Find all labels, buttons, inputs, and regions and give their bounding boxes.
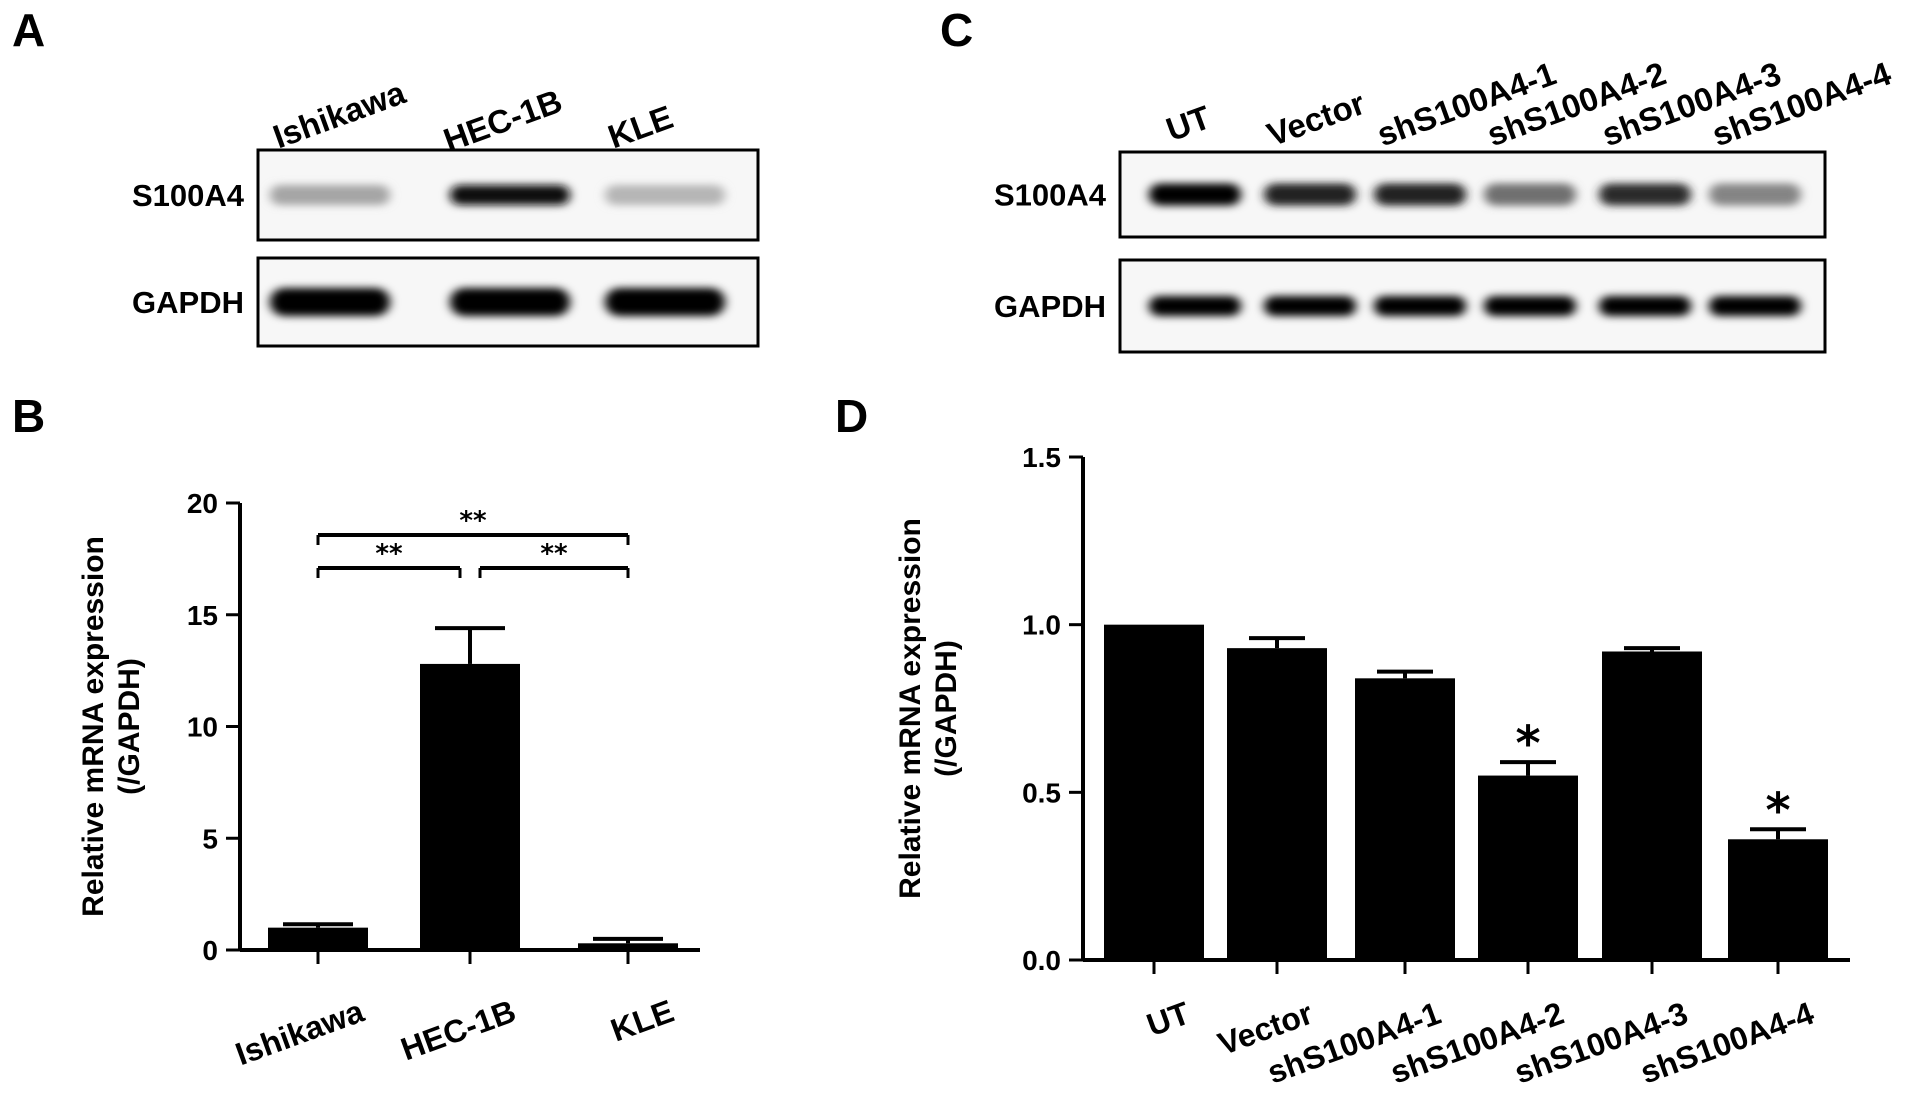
blot-label: S100A4 [132, 178, 245, 213]
y-tick-label: 15 [187, 600, 218, 631]
bar [1728, 839, 1828, 960]
blot-band [1374, 183, 1466, 206]
panel-letter-c: C [940, 4, 973, 56]
blot-band [1264, 183, 1356, 206]
x-tick-label: Ishikawa [231, 993, 369, 1073]
bar [1355, 678, 1455, 960]
significance-label: ** [459, 506, 487, 536]
western-blot-a: Ishikawa HEC-1B KLE S100A4 GAPDH [132, 73, 760, 348]
blot-band [605, 288, 725, 316]
blot-band [450, 185, 570, 205]
bar [268, 927, 368, 950]
bar [1602, 651, 1702, 960]
blot-band [1264, 296, 1356, 316]
significance-label: ** [375, 539, 403, 569]
y-tick-label: 0 [202, 935, 218, 966]
significance-label: ** [540, 539, 568, 569]
blot-label: S100A4 [994, 178, 1107, 213]
y-tick-label: 1.0 [1022, 610, 1061, 641]
y-axis-title: Relative mRNA expression [894, 518, 927, 899]
blot-band [1709, 296, 1801, 316]
lane-label: KLE [603, 98, 678, 155]
significance-marker: * [1515, 716, 1540, 772]
blot-band [450, 288, 570, 316]
bar [420, 663, 520, 950]
blot-band [1374, 296, 1466, 316]
y-tick-label: 10 [187, 712, 218, 743]
blot-band [1484, 183, 1576, 206]
bar-chart-b: 0 5 10 15 20 Relative mRNA expression (/GAPDH)… [77, 488, 700, 1072]
y-tick-label: 1.5 [1022, 442, 1061, 473]
lane-label: Vector [1262, 84, 1370, 153]
blot-band [1709, 183, 1801, 206]
y-tick-label: 20 [187, 488, 218, 519]
significance-marker: * [1765, 783, 1790, 839]
y-axis-title-unit: (/GAPDH) [113, 658, 146, 795]
blot-band [1149, 183, 1241, 206]
x-tick-label: HEC-1B [396, 993, 520, 1068]
panel-letter-a: A [12, 4, 45, 56]
x-tick-label: KLE [606, 993, 678, 1049]
blot-label: GAPDH [994, 289, 1106, 324]
y-tick-label: 5 [202, 823, 218, 854]
panel-letter-d: D [835, 390, 868, 442]
y-tick-label: 0.5 [1022, 777, 1061, 808]
blot-band [1149, 296, 1241, 316]
y-axis-title-unit: (/GAPDH) [930, 640, 963, 777]
x-tick-label: UT [1142, 995, 1195, 1044]
lane-label: Ishikawa [268, 73, 411, 155]
bar-chart-d: 0.0 0.5 1.0 1.5 Relative mRNA expression (/GA… [894, 442, 1850, 1091]
lane-label: UT [1161, 98, 1215, 148]
western-blot-c: UT Vector shS100A4-1shS100A4-2shS100A4-3sh… [994, 54, 1896, 354]
blot-band [270, 288, 390, 316]
blot-band [1599, 296, 1691, 316]
blot-label: GAPDH [132, 285, 244, 320]
blot-band [1484, 296, 1576, 316]
lane-label: HEC-1B [439, 82, 567, 159]
bar [578, 943, 678, 950]
bar [1104, 624, 1204, 960]
bar [1227, 648, 1327, 960]
bar [1478, 775, 1578, 960]
y-tick-label: 0.0 [1022, 945, 1061, 976]
y-axis-title: Relative mRNA expression [77, 536, 110, 917]
blot-band [270, 185, 390, 205]
panel-letter-b: B [12, 390, 45, 442]
blot-band [1599, 183, 1691, 206]
blot-band [605, 185, 725, 205]
